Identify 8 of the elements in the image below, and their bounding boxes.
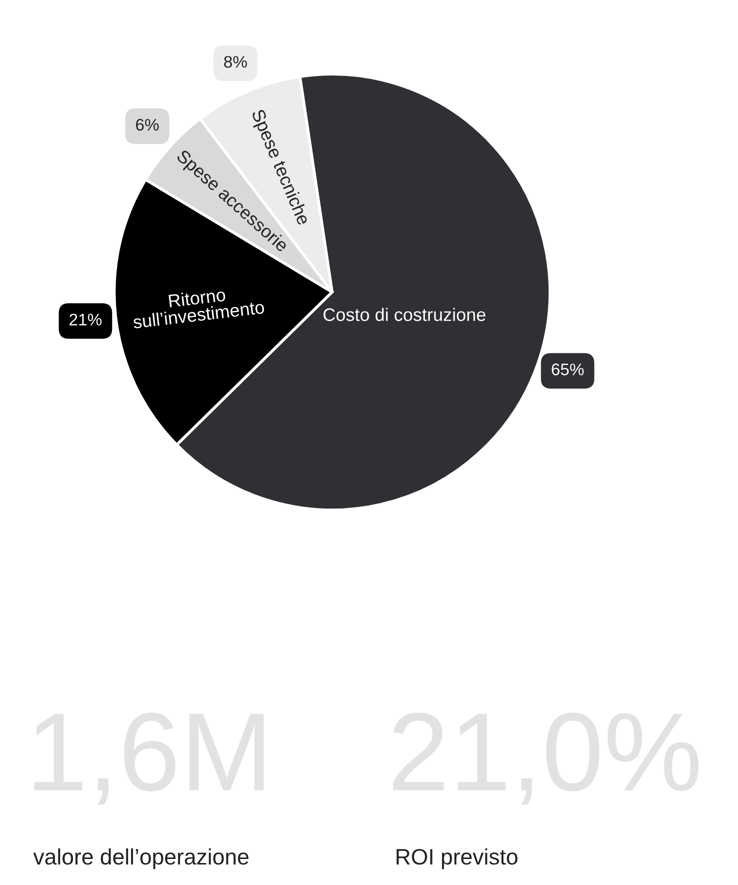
text: valore dell’operazione bbox=[33, 848, 248, 870]
slice-label: Ritorno sull’investimento bbox=[132, 288, 265, 329]
data-label: 8% bbox=[224, 56, 247, 68]
slice-label: Costo di costruzione bbox=[324, 308, 486, 322]
data-label: 6% bbox=[136, 118, 159, 131]
data-label: 21% bbox=[70, 314, 102, 326]
text: ROI previsto bbox=[396, 848, 518, 870]
data-label: 65% bbox=[552, 364, 584, 376]
